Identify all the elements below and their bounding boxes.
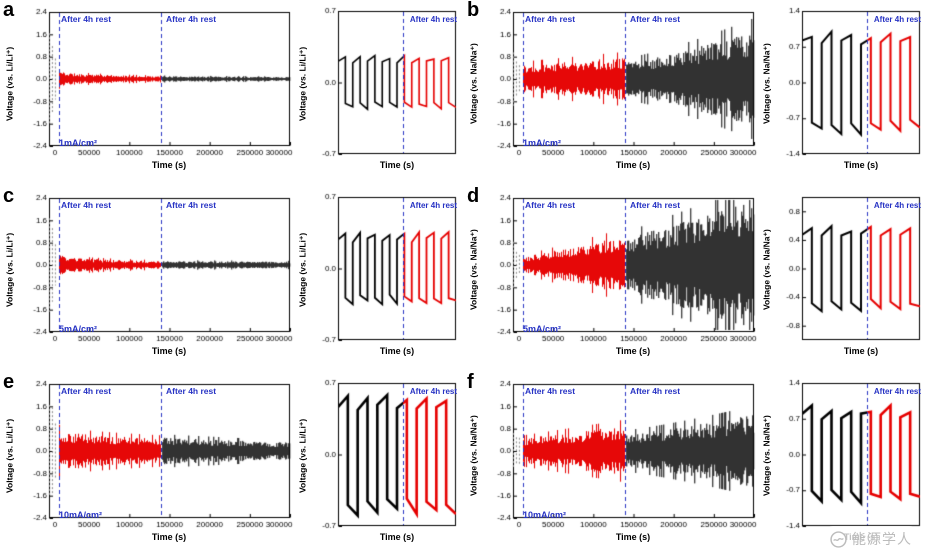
current-density-label: 1mA/cm²: [59, 138, 98, 148]
main-plot-canvas: [481, 192, 759, 348]
panel-label: f: [467, 371, 474, 393]
main-plot: Voltage (vs. Li/Li⁺) After 4h rest After…: [2, 378, 295, 542]
inset-rest-annotation: After 4h rest: [873, 387, 921, 396]
current-density-label: 1mA/cm²: [523, 138, 562, 148]
inset-plot-canvas: [310, 192, 460, 348]
inset-plot-canvas: [774, 6, 924, 162]
panel-label: a: [3, 0, 15, 21]
main-y-axis-label: Voltage (vs. Na/Na⁺): [468, 229, 479, 311]
rest-annotation-2: After 4h rest: [630, 200, 681, 210]
rest-annotation-1: After 4h rest: [61, 14, 112, 24]
rest-annotation-1: After 4h rest: [61, 386, 112, 396]
inset-plot: Voltage (vs. Li/Li⁺) After 4h rest Time …: [295, 192, 460, 356]
inset-plot-canvas: [774, 192, 924, 348]
inset-plot: Voltage (vs. Na/Na⁺) After 4h rest Time …: [759, 378, 924, 542]
rest-annotation-2: After 4h rest: [630, 386, 681, 396]
main-x-axis-label: Time (s): [615, 532, 651, 542]
panel: b Voltage (vs. Na/Na⁺) After 4h rest Aft…: [464, 0, 928, 186]
main-plot: Voltage (vs. Na/Na⁺) After 4h rest After…: [466, 378, 759, 542]
main-y-axis-label: Voltage (vs. Li/Li⁺): [4, 46, 15, 122]
rest-annotation-2: After 4h rest: [166, 200, 217, 210]
main-y-axis-label: Voltage (vs. Li/Li⁺): [4, 232, 15, 308]
current-density-label: 5mA/cm²: [523, 324, 562, 334]
inset-x-axis-label: Time (s): [379, 532, 415, 542]
inset-rest-annotation: After 4h rest: [873, 201, 921, 210]
rest-annotation-2: After 4h rest: [630, 14, 681, 24]
panel: e Voltage (vs. Li/Li⁺) After 4h rest Aft…: [0, 371, 464, 557]
main-plot: Voltage (vs. Li/Li⁺) After 4h rest After…: [2, 192, 295, 356]
inset-plot-canvas: [310, 378, 460, 534]
inset-x-axis-label: Time (s): [843, 346, 879, 356]
main-plot: Voltage (vs. Na/Na⁺) After 4h rest After…: [466, 192, 759, 356]
inset-y-axis-label: Voltage (vs. Na/Na⁺): [761, 415, 772, 497]
current-density-label: 5mA/cm²: [59, 324, 98, 334]
panel-label: b: [467, 0, 480, 21]
rest-annotation-1: After 4h rest: [525, 386, 576, 396]
inset-y-axis-label: Voltage (vs. Na/Na⁺): [761, 43, 772, 125]
inset-y-axis-label: Voltage (vs. Li/Li⁺): [297, 418, 308, 494]
panel: a Voltage (vs. Li/Li⁺) After 4h rest Aft…: [0, 0, 464, 186]
main-plot-canvas: [481, 6, 759, 162]
inset-plot-canvas: [774, 378, 924, 534]
inset-rest-annotation: After 4h rest: [409, 15, 457, 24]
main-x-axis-label: Time (s): [151, 160, 187, 170]
panel: f Voltage (vs. Na/Na⁺) After 4h rest Aft…: [464, 371, 928, 557]
panel-label: c: [3, 185, 15, 207]
main-y-axis-label: Voltage (vs. Na/Na⁺): [468, 43, 479, 125]
inset-rest-annotation: After 4h rest: [409, 201, 457, 210]
inset-plot: Voltage (vs. Na/Na⁺) After 4h rest Time …: [759, 6, 924, 170]
main-plot: Voltage (vs. Na/Na⁺) After 4h rest After…: [466, 6, 759, 170]
inset-rest-annotation: After 4h rest: [873, 15, 921, 24]
current-density-label: 10mA/cm²: [523, 510, 567, 520]
rest-annotation-2: After 4h rest: [166, 386, 217, 396]
inset-plot: Voltage (vs. Li/Li⁺) After 4h rest Time …: [295, 6, 460, 170]
main-plot-canvas: [481, 378, 759, 534]
current-density-label: 10mA/cm²: [59, 510, 103, 520]
watermark: 能源学人: [820, 526, 922, 552]
main-y-axis-label: Voltage (vs. Na/Na⁺): [468, 415, 479, 497]
main-plot: Voltage (vs. Li/Li⁺) After 4h rest After…: [2, 6, 295, 170]
rest-annotation-2: After 4h rest: [166, 14, 217, 24]
rest-annotation-1: After 4h rest: [61, 200, 112, 210]
main-x-axis-label: Time (s): [151, 532, 187, 542]
rest-annotation-1: After 4h rest: [525, 200, 576, 210]
watermark-text: 能源学人: [852, 531, 912, 547]
inset-y-axis-label: Voltage (vs. Li/Li⁺): [297, 232, 308, 308]
main-x-axis-label: Time (s): [151, 346, 187, 356]
main-y-axis-label: Voltage (vs. Li/Li⁺): [4, 418, 15, 494]
main-plot-canvas: [17, 192, 295, 348]
watermark-logo-icon: [830, 530, 847, 548]
main-x-axis-label: Time (s): [615, 160, 651, 170]
main-x-axis-label: Time (s): [615, 346, 651, 356]
main-plot-canvas: [17, 6, 295, 162]
inset-x-axis-label: Time (s): [379, 346, 415, 356]
main-plot-canvas: [17, 378, 295, 534]
panel-label: e: [3, 371, 15, 393]
panel: c Voltage (vs. Li/Li⁺) After 4h rest Aft…: [0, 185, 464, 372]
inset-x-axis-label: Time (s): [843, 160, 879, 170]
rest-annotation-1: After 4h rest: [525, 14, 576, 24]
inset-plot: Voltage (vs. Li/Li⁺) After 4h rest Time …: [295, 378, 460, 542]
inset-plot-canvas: [310, 6, 460, 162]
inset-x-axis-label: Time (s): [379, 160, 415, 170]
panel: d Voltage (vs. Na/Na⁺) After 4h rest Aft…: [464, 185, 928, 372]
inset-y-axis-label: Voltage (vs. Li/Li⁺): [297, 46, 308, 122]
panel-label: d: [467, 185, 480, 207]
inset-rest-annotation: After 4h rest: [409, 387, 457, 396]
inset-plot: Voltage (vs. Na/Na⁺) After 4h rest Time …: [759, 192, 924, 356]
inset-y-axis-label: Voltage (vs. Na/Na⁺): [761, 229, 772, 311]
